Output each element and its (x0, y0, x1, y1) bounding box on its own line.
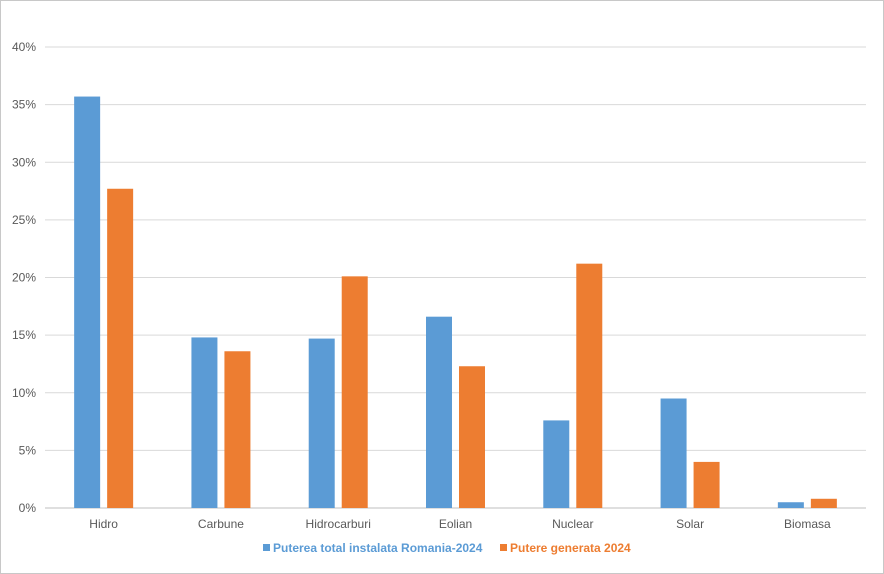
bar-carbune-series-2 (224, 351, 251, 508)
legend: Puterea total instalata Romania-2024 Pute… (263, 541, 631, 555)
legend-swatch-1 (263, 544, 270, 551)
bar-solar-series-1 (660, 398, 687, 508)
bar-hidrocarburi-series-1 (308, 338, 335, 508)
x-axis-tick-labels: Hidro Carbune Hidrocarburi Eolian Nuclear Sol… (89, 517, 831, 531)
y-axis-tick-labels: 0% 5% 10% 15% 20% 25% 30% 35% 40% (12, 40, 36, 515)
legend-label-1: Puterea total instalata Romania-2024 (273, 541, 483, 555)
x-tick-label-solar: Solar (676, 517, 704, 531)
bar-carbune-series-1 (191, 337, 218, 508)
bar-nuclear-series-2 (576, 263, 603, 508)
y-tick-label-40: 40% (12, 40, 36, 54)
gridlines (45, 46, 866, 509)
x-tick-label-hidrocarburi: Hidrocarburi (306, 517, 371, 531)
y-tick-label-20: 20% (12, 271, 36, 285)
bar-hidrocarburi-series-2 (341, 276, 368, 508)
bars (74, 96, 837, 509)
y-tick-label-0: 0% (19, 501, 37, 515)
bar-biomasa-series-2 (810, 498, 837, 508)
bar-hidro-series-2 (107, 188, 134, 508)
x-tick-label-biomasa: Biomasa (784, 517, 831, 531)
y-tick-label-30: 30% (12, 155, 36, 169)
bar-eolian-series-2 (459, 366, 485, 508)
bar-biomasa-series-1 (777, 502, 804, 508)
x-tick-label-hidro: Hidro (89, 517, 118, 531)
bar-solar-series-2 (693, 461, 720, 508)
y-tick-label-35: 35% (12, 98, 36, 112)
y-tick-label-5: 5% (19, 443, 37, 457)
bar-eolian-series-1 (426, 316, 452, 508)
y-tick-label-10: 10% (12, 386, 36, 400)
y-tick-label-15: 15% (12, 328, 36, 342)
x-tick-label-nuclear: Nuclear (552, 517, 593, 531)
y-tick-label-25: 25% (12, 213, 36, 227)
legend-swatch-2 (500, 544, 507, 551)
x-tick-label-eolian: Eolian (439, 517, 472, 531)
bar-nuclear-series-1 (543, 420, 570, 508)
x-tick-label-carbune: Carbune (198, 517, 244, 531)
legend-label-2: Putere generata 2024 (510, 541, 631, 555)
bar-hidro-series-1 (74, 96, 101, 509)
